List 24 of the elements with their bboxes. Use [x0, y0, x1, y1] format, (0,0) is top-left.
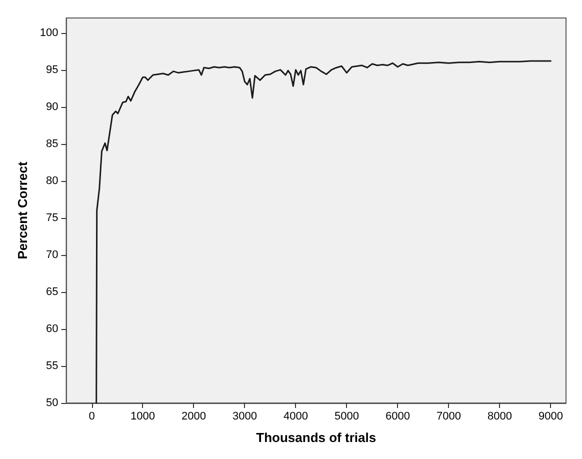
- y-tick-label: 60: [46, 322, 58, 335]
- x-tick-label: 0: [88, 410, 95, 422]
- x-tick-label: 1000: [130, 410, 155, 422]
- y-tick-label: 55: [46, 360, 58, 372]
- y-tick-label: 80: [46, 174, 58, 187]
- x-tick-label: 2000: [181, 410, 206, 422]
- y-axis-title: Percent Correct: [15, 161, 30, 260]
- x-tick-label: 9000: [538, 410, 563, 422]
- y-tick-label: 95: [46, 64, 58, 76]
- x-tick-label: 3000: [232, 410, 257, 422]
- y-tick-label: 65: [46, 286, 58, 298]
- y-tick-label: 85: [46, 138, 58, 150]
- x-tick-label: 7000: [436, 410, 461, 422]
- x-tick-label: 6000: [385, 410, 410, 422]
- y-tick-label: 50: [46, 397, 58, 409]
- x-tick-label: 5000: [334, 410, 359, 422]
- y-tick-label: 90: [46, 100, 58, 113]
- x-tick-label: 8000: [487, 410, 512, 422]
- x-axis-title: Thousands of trials: [256, 430, 376, 445]
- y-tick-label: 100: [40, 26, 58, 39]
- y-tick-label: 75: [46, 212, 58, 224]
- x-tick-label: 4000: [283, 410, 308, 422]
- line-series: [96, 60, 552, 404]
- y-tick-label: 70: [46, 248, 58, 261]
